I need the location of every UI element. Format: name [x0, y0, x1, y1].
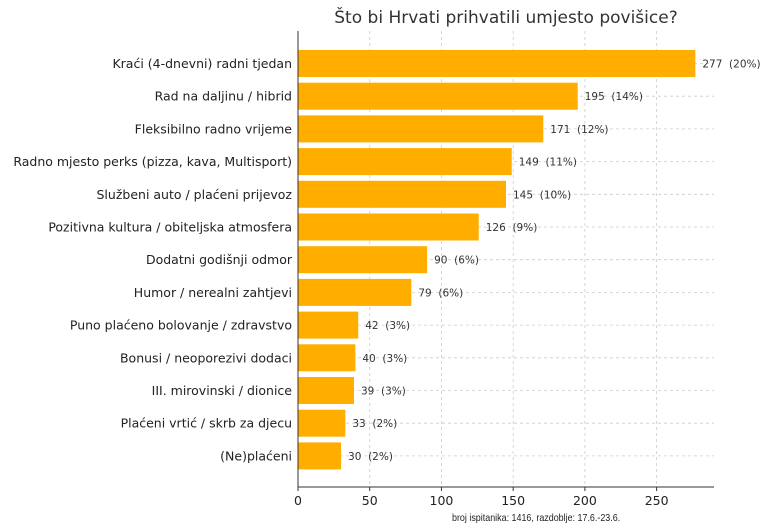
value-label: 90 (6%) — [434, 255, 479, 267]
bar — [298, 442, 342, 470]
bar — [298, 409, 346, 437]
bar — [298, 377, 354, 404]
bars — [298, 50, 696, 470]
bar — [298, 180, 506, 208]
bar — [298, 115, 544, 143]
value-label: 40 (3%) — [362, 353, 407, 365]
x-tick-label: 250 — [645, 493, 669, 508]
bar — [298, 311, 359, 339]
x-tick-label: 50 — [362, 493, 378, 508]
value-label: 30 (2%) — [348, 451, 393, 463]
bar — [298, 344, 356, 372]
bar — [298, 148, 512, 176]
category-label: Fleksibilno radno vrijeme — [135, 121, 293, 136]
value-label: 33 (2%) — [352, 418, 397, 430]
category-label: Plaćeni vrtić / skrb za djecu — [121, 416, 292, 431]
category-label: Humor / nerealni zahtjevi — [134, 285, 292, 300]
value-label: 126 (9%) — [486, 222, 538, 234]
bar — [298, 82, 578, 110]
category-label: Kraći (4-dnevni) radni tjedan — [112, 56, 292, 71]
footnote: broj ispitanika: 1416, razdoblje: 17.6.-… — [452, 512, 621, 524]
category-label: Službeni auto / plaćeni prijevoz — [97, 187, 293, 202]
value-label: 171 (12%) — [550, 124, 608, 136]
value-label: 79 (6%) — [418, 287, 463, 299]
category-label: Puno plaćeno bolovanje / zdravstvo — [70, 318, 292, 333]
bar — [298, 50, 696, 77]
category-label: Rad na daljinu / hibrid — [155, 89, 292, 104]
x-tick-label: 0 — [294, 493, 302, 508]
x-tick-label: 100 — [430, 493, 454, 508]
labels: Kraći (4-dnevni) radni tjedan 277 (20%) Ra… — [13, 56, 760, 463]
bar — [298, 213, 479, 241]
x-tick-label: 200 — [573, 493, 597, 508]
bar — [298, 278, 412, 306]
value-label: 277 (20%) — [702, 59, 760, 71]
value-label: 39 (3%) — [361, 386, 406, 398]
category-label: Pozitivna kultura / obiteljska atmosfera — [48, 220, 292, 235]
value-label: 195 (14%) — [585, 91, 643, 103]
bar — [298, 246, 428, 274]
x-tick-label: 150 — [501, 493, 525, 508]
category-label: (Ne)plaćeni — [220, 448, 292, 463]
axes: 0 50 100 150 200 250 — [294, 31, 714, 508]
category-label: Dodatni godišnji odmor — [146, 252, 293, 267]
value-label: 149 (11%) — [519, 157, 577, 169]
category-label: Bonusi / neoporezivi dodaci — [120, 350, 292, 365]
value-label: 145 (10%) — [513, 189, 571, 201]
category-label: Radno mjesto perks (pizza, kava, Multisp… — [13, 154, 292, 169]
category-label: III. mirovinski / dionice — [152, 383, 293, 398]
value-label: 42 (3%) — [365, 320, 410, 332]
chart-title: Što bi Hrvati prihvatili umjesto povišic… — [334, 6, 677, 28]
